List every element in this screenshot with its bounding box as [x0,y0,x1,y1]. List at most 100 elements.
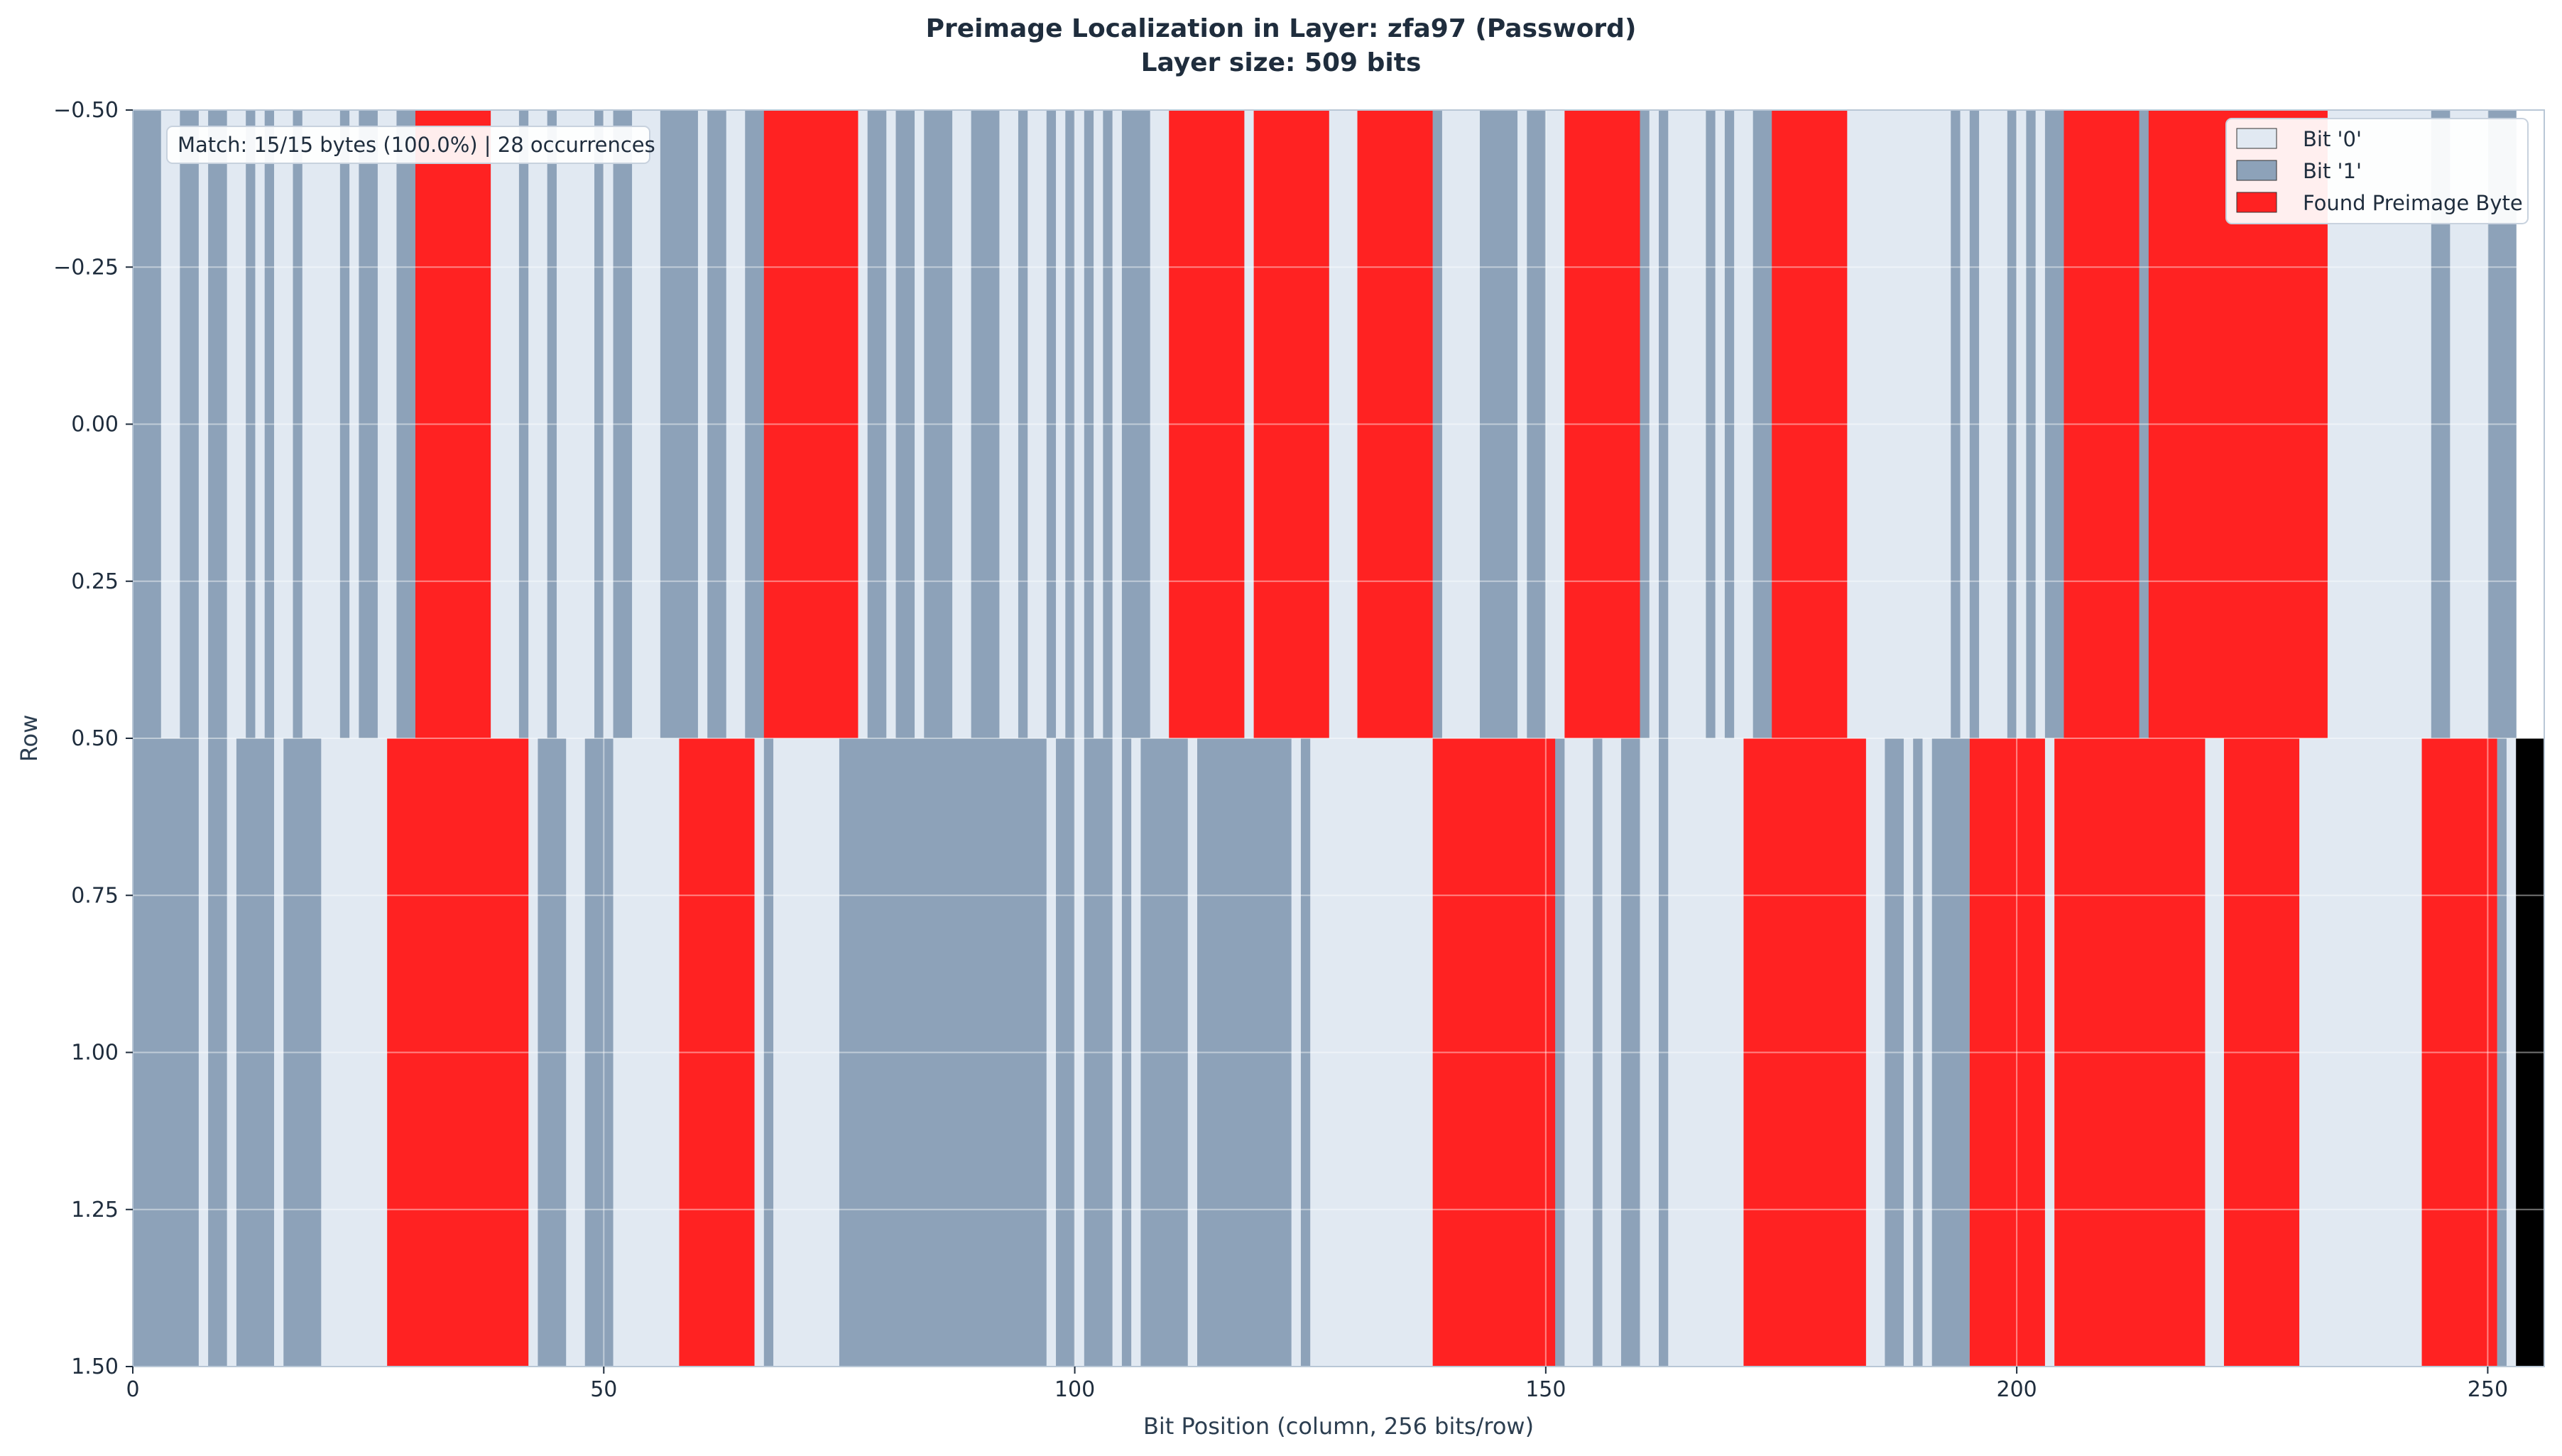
annotation-text: Match: 15/15 bytes (100.0%) | 28 occurre… [178,133,655,157]
padding-cell [2516,738,2544,1367]
bit-cell-zero [566,738,586,1367]
x-tick-label: 200 [1996,1377,2037,1402]
x-tick-label: 0 [126,1377,139,1402]
bit-cell-one [1056,738,1076,1367]
bit-cell-one [518,110,529,738]
bit-cell-zero [377,110,398,738]
bit-cell-zero [1074,738,1085,1367]
bit-cell-one [264,110,275,738]
preimage-byte-cell [2064,110,2139,738]
bit-cell-one [1121,738,1132,1367]
bit-cell-zero [1291,738,1302,1367]
bit-cell-zero [1074,110,1085,738]
bit-cell-one [1527,110,1547,738]
preimage-byte-cell [2421,738,2497,1367]
y-tick-label: 1.50 [71,1354,119,1379]
bit-cell-zero [1640,738,1659,1367]
bit-cell-zero [528,738,539,1367]
bit-cell-one [133,738,200,1367]
bit-cell-one [133,110,162,738]
bit-cell-one [1018,110,1028,738]
y-tick-label: −0.50 [53,98,119,123]
bit-cell-zero [604,110,614,738]
bit-cell-zero [349,110,359,738]
y-tick-label: 0.50 [71,726,119,751]
y-tick-label: −0.25 [53,255,119,280]
bit-cell-one [1913,738,1924,1367]
bit-cell-one [1432,110,1443,738]
legend-swatch-preimage [2236,192,2277,213]
bit-cell-one [660,110,699,738]
bit-cell-one [1121,110,1151,738]
bit-cell-one [180,110,200,738]
bit-cell-zero [1112,738,1123,1367]
preimage-byte-cell [1169,110,1245,738]
bit-cell-one [359,110,378,738]
bit-cell-zero [886,110,897,738]
bit-cell-one [1659,738,1669,1367]
match-annotation: Match: 15/15 bytes (100.0%) | 28 occurre… [166,126,655,164]
bit-cell-zero [999,110,1019,738]
bit-cell-one [1706,110,1716,738]
bit-cell-zero [198,110,209,738]
bit-cell-one [1593,738,1603,1367]
x-tick-label: 50 [590,1377,617,1402]
legend-swatch-bit1 [2236,160,2277,181]
bit-cell-zero [697,110,708,738]
bit-cell-one [1620,738,1641,1367]
bit-cell-zero [2506,738,2517,1367]
bit-cell-one [538,738,567,1367]
preimage-byte-cell [1772,110,1848,738]
bit-cell-one [895,110,915,738]
bit-cell-zero [227,110,246,738]
bit-cell-zero [491,110,520,738]
y-tick-label: 0.75 [71,883,119,908]
bit-cell-one [246,110,256,738]
bit-cell-zero [773,738,840,1367]
bit-cell-zero [952,110,972,738]
preimage-byte-cell [1564,110,1640,738]
bit-cell-one [1065,110,1076,738]
y-tick-label: 1.00 [71,1041,119,1066]
bit-cell-one [208,110,228,738]
bit-cell-one [293,110,303,738]
x-tick-label: 250 [2468,1377,2508,1402]
bit-cell-one [1951,110,1961,738]
bit-cell-one [924,110,953,738]
y-axis-ticks: −0.50 −0.25 0.00 0.25 0.50 0.75 1.00 1.25 1.50 [53,98,133,1379]
bit-cell-one [707,110,727,738]
legend-label-bit0: Bit '0' [2303,127,2362,151]
bit-cell-one [839,738,1047,1367]
chart-subtitle: Layer size: 509 bits [1141,48,1422,77]
preimage-byte-cell [1253,110,1329,738]
bit-cell-one [1659,110,1669,738]
legend-label-bit1: Bit '1' [2303,159,2362,183]
bit-cell-zero [273,110,294,738]
bit-cell-one [1084,110,1094,738]
bit-cell-one [613,110,633,738]
y-tick-label: 0.00 [71,412,119,437]
bit-cell-one [867,110,887,738]
bit-cell-one [1640,110,1650,738]
y-tick-label: 1.25 [71,1198,119,1222]
bit-cell-zero [1960,110,1970,738]
bit-cell-one [1724,110,1735,738]
preimage-byte-cell [679,738,755,1367]
bit-cell-zero [1056,110,1066,738]
bit-cell-one [1140,738,1189,1367]
bit-cell-one [2007,110,2017,738]
bit-cell-zero [1112,110,1123,738]
bit-cell-zero [528,110,548,738]
bit-cell-one [1046,110,1057,738]
bit-cell-zero [1649,110,1659,738]
bit-cell-one [1885,738,1904,1367]
bit-cell-zero [1094,110,1103,738]
bit-cell-one [283,738,322,1367]
bit-cell-one [1300,738,1311,1367]
bit-cell-zero [1517,110,1527,738]
bit-cell-zero [1027,110,1047,738]
bit-cell-zero [915,110,925,738]
bit-cell-zero [1734,110,1754,738]
bit-cell-one [763,738,774,1367]
